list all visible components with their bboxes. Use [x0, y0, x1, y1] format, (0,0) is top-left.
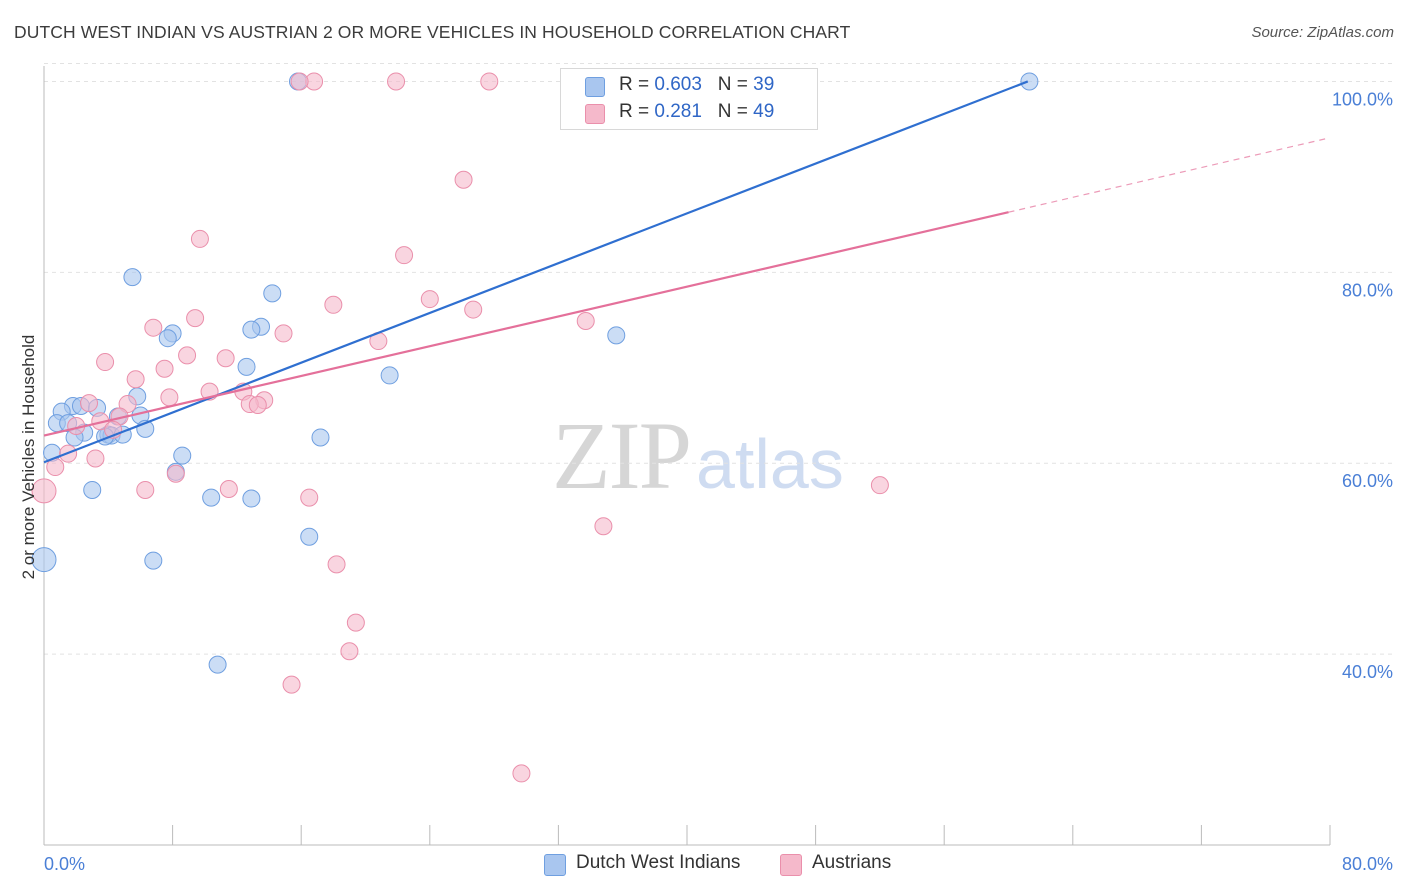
data-point-dutch-west-indian	[202, 488, 221, 507]
data-point-austrian	[186, 309, 205, 328]
n-value: 39	[753, 74, 775, 95]
data-point-austrian	[480, 72, 499, 91]
r-value: 0.281	[654, 101, 702, 122]
stats-legend: R = 0.603 N = 39 R = 0.281 N = 49	[560, 68, 818, 130]
data-point-austrian	[248, 396, 267, 415]
x-tick-label: 80.0%	[1342, 854, 1393, 874]
trend-lines	[43, 80, 1331, 464]
data-point-dutch-west-indian	[300, 527, 319, 546]
r-value: 0.603	[654, 74, 702, 95]
data-point-austrian	[594, 517, 613, 536]
data-point-austrian	[216, 349, 235, 368]
data-point-austrian	[420, 290, 439, 309]
watermark-zip: ZIP	[552, 402, 692, 509]
y-axis-label: 2 or more Vehicles in Household	[19, 335, 38, 580]
legend-swatch-blue	[544, 854, 566, 876]
r-label: R =	[619, 101, 650, 122]
data-point-austrian	[219, 479, 238, 498]
trend-line-dutch-west-indians	[43, 80, 1029, 464]
data-point-austrian	[274, 324, 293, 343]
data-point-dutch-west-indian	[158, 329, 177, 348]
watermark-atlas: atlas	[696, 425, 844, 503]
legend-swatch-pink	[585, 104, 605, 124]
data-point-austrian	[31, 478, 57, 504]
data-point-austrian	[395, 246, 414, 265]
data-point-dutch-west-indian	[311, 428, 330, 447]
y-tick-label: 100.0%	[1332, 89, 1393, 109]
x-tick-label: 0.0%	[44, 854, 85, 874]
data-point-austrian	[870, 476, 889, 495]
data-point-austrian	[166, 464, 185, 483]
y-tick-label: 60.0%	[1342, 471, 1393, 491]
data-point-dutch-west-indian	[123, 268, 142, 287]
data-point-dutch-west-indian	[83, 480, 102, 499]
data-point-dutch-west-indian	[380, 366, 399, 385]
data-point-austrian	[190, 229, 209, 248]
data-point-austrian	[464, 300, 483, 319]
legend-stats-text: R = 0.281 N = 49	[619, 101, 774, 123]
y-tick-label: 40.0%	[1342, 662, 1393, 682]
data-point-austrian	[80, 394, 99, 413]
watermark: ZIPatlas	[552, 400, 844, 511]
legend-swatch-pink	[780, 854, 802, 876]
legend-swatch-blue	[585, 77, 605, 97]
r-label: R =	[619, 74, 650, 95]
y-tick-label: 80.0%	[1342, 280, 1393, 300]
data-point-austrian	[136, 480, 155, 499]
legend-stats-text: R = 0.603 N = 39	[619, 74, 774, 96]
axes	[43, 66, 1331, 846]
data-point-austrian	[324, 295, 343, 314]
data-point-austrian	[155, 359, 174, 378]
data-point-dutch-west-indian	[208, 655, 227, 674]
data-point-austrian	[346, 613, 365, 632]
data-point-dutch-west-indian	[144, 551, 163, 570]
data-point-austrian	[178, 346, 197, 365]
data-point-austrian	[340, 642, 359, 661]
data-point-austrian	[86, 449, 105, 468]
trend-line-austrians	[43, 211, 1009, 437]
data-point-austrian	[327, 555, 346, 574]
data-points	[31, 72, 1039, 783]
data-point-austrian	[512, 764, 531, 783]
n-value: 49	[753, 101, 775, 122]
data-point-austrian	[282, 675, 301, 694]
data-point-austrian	[290, 72, 309, 91]
chart-source: Source: ZipAtlas.com	[1251, 24, 1394, 41]
data-point-austrian	[96, 353, 115, 372]
data-point-dutch-west-indian	[1020, 72, 1039, 91]
n-label: N =	[717, 101, 748, 122]
data-point-austrian	[300, 488, 319, 507]
data-point-dutch-west-indian	[31, 547, 57, 573]
data-point-dutch-west-indian	[237, 357, 256, 376]
data-point-dutch-west-indian	[607, 326, 626, 345]
tick-labels: 40.0% 60.0% 80.0% 100.0% 0.0% 80.0% 2 or more …	[19, 89, 1393, 874]
data-point-austrian	[576, 312, 595, 331]
series-legend: Dutch West Indians Austrians	[0, 852, 1406, 878]
n-label: N =	[717, 74, 748, 95]
data-point-dutch-west-indian	[263, 284, 282, 303]
data-point-austrian	[160, 388, 179, 407]
legend-label: Dutch West Indians	[576, 852, 741, 873]
data-point-dutch-west-indian	[242, 320, 261, 339]
data-point-austrian	[387, 72, 406, 91]
data-point-dutch-west-indian	[173, 446, 192, 465]
data-point-austrian	[144, 318, 163, 337]
data-point-dutch-west-indian	[242, 489, 261, 508]
trend-line-austrians-extension	[1008, 137, 1331, 213]
data-point-austrian	[454, 170, 473, 189]
data-point-austrian	[126, 370, 145, 389]
chart-title: DUTCH WEST INDIAN VS AUSTRIAN 2 OR MORE …	[14, 22, 851, 42]
legend-label: Austrians	[812, 852, 892, 873]
